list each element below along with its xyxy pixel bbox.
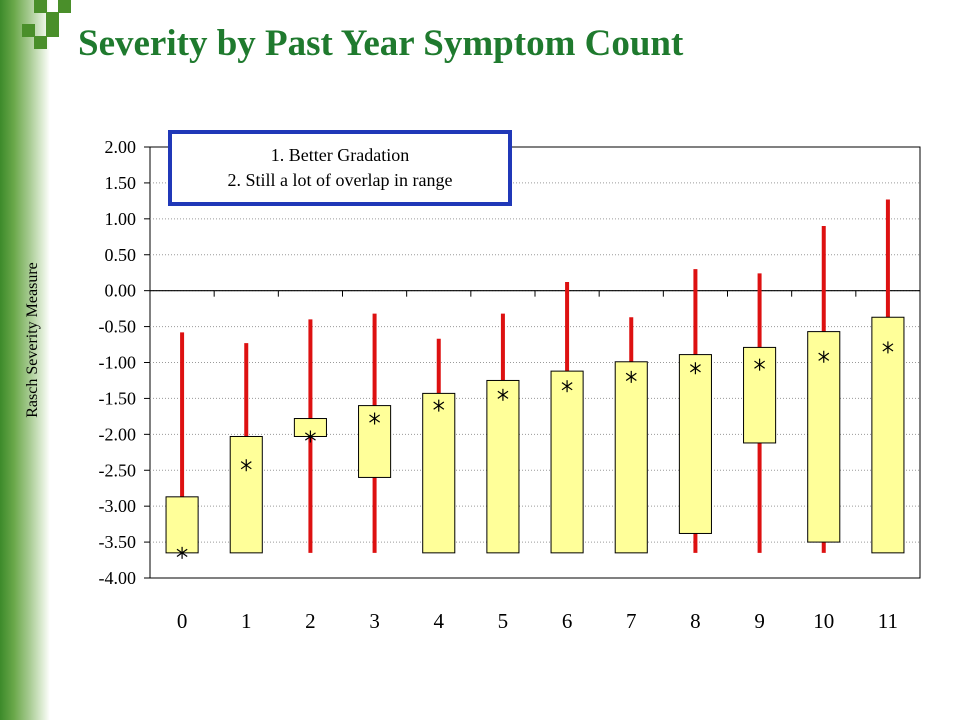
box-7 <box>614 361 648 554</box>
y-tick-label: 0.00 <box>105 281 137 301</box>
x-tick-label-1: 1 <box>241 609 252 633</box>
y-tick-label: -3.00 <box>99 496 137 516</box>
y-tick-label: -0.50 <box>99 317 137 337</box>
annotation-line-1: 1. Better Gradation <box>270 145 410 165</box>
mean-marker-10 <box>818 350 830 363</box>
slide-logo-icon <box>22 0 71 49</box>
y-tick-label: -3.50 <box>99 532 137 552</box>
box-1 <box>229 435 263 554</box>
mean-marker-7 <box>625 370 637 383</box>
y-tick-label: -4.00 <box>99 568 137 588</box>
x-tick-label-0: 0 <box>177 609 188 633</box>
mean-marker-stroke <box>304 432 316 441</box>
mean-marker-stroke <box>433 401 445 410</box>
box-4 <box>422 392 456 554</box>
box-6 <box>550 370 584 554</box>
mean-marker-8 <box>689 362 701 375</box>
y-tick-label: 2.00 <box>105 137 137 157</box>
mean-marker-1 <box>240 459 252 472</box>
mean-marker-stroke <box>240 461 252 470</box>
mean-marker-0 <box>176 546 188 559</box>
mean-marker-11 <box>882 341 894 354</box>
y-tick-label: -1.00 <box>99 353 137 373</box>
x-tick-label-10: 10 <box>813 609 834 633</box>
y-tick-label: 1.50 <box>105 173 137 193</box>
mean-marker-3 <box>369 412 381 425</box>
mean-marker-stroke <box>176 548 188 557</box>
box-11 <box>871 316 905 554</box>
mean-marker-9 <box>754 358 766 371</box>
y-axis-title: Rasch Severity Measure <box>24 262 41 418</box>
box-5 <box>486 379 520 554</box>
decorative-side-band <box>0 0 50 720</box>
x-tick-label-4: 4 <box>434 609 445 633</box>
box-8 <box>678 354 712 534</box>
x-tick-label-6: 6 <box>562 609 573 633</box>
mean-marker-6 <box>561 380 573 393</box>
x-tick-label-5: 5 <box>498 609 509 633</box>
x-tick-label-8: 8 <box>690 609 701 633</box>
y-tick-label: 0.50 <box>105 245 137 265</box>
x-tick-label-7: 7 <box>626 609 637 633</box>
box-0 <box>165 496 199 554</box>
x-tick-label-3: 3 <box>369 609 380 633</box>
mean-marker-stroke <box>689 364 701 373</box>
annotation-line-2: 2. Still a lot of overlap in range <box>227 170 453 190</box>
x-tick-label-11: 11 <box>878 609 898 633</box>
mean-marker-stroke <box>754 360 766 369</box>
x-tick-label-9: 9 <box>754 609 765 633</box>
mean-marker-stroke <box>561 382 573 391</box>
slide-title: Severity by Past Year Symptom Count <box>78 23 684 64</box>
box-10 <box>807 331 841 543</box>
mean-marker-5 <box>497 388 509 401</box>
y-tick-label: -2.50 <box>99 460 137 480</box>
mean-marker-stroke <box>818 352 830 361</box>
y-tick-label: 1.00 <box>105 209 137 229</box>
y-tick-label: -1.50 <box>99 388 137 408</box>
mean-marker-stroke <box>882 343 894 352</box>
x-tick-label-2: 2 <box>305 609 316 633</box>
annotation-box: 1. Better Gradation 2. Still a lot of ov… <box>168 130 512 206</box>
mean-marker-2 <box>304 430 316 443</box>
y-tick-label: -2.00 <box>99 424 137 444</box>
mean-marker-4 <box>433 399 445 412</box>
mean-marker-stroke <box>497 390 509 399</box>
mean-marker-stroke <box>369 414 381 423</box>
mean-marker-stroke <box>625 372 637 381</box>
